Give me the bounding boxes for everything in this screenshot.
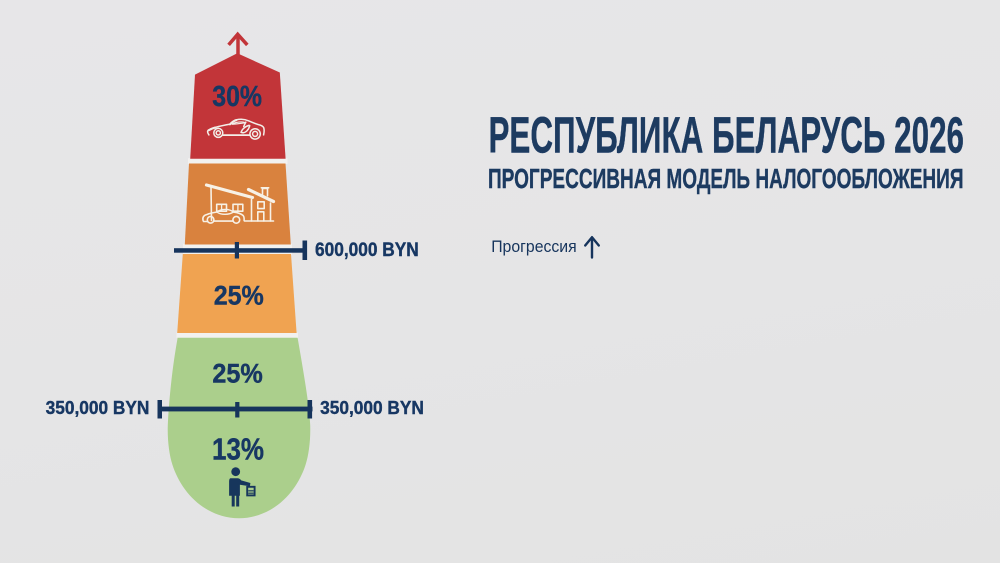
svg-text:13%: 13%	[212, 431, 264, 466]
svg-text:350,000 BYN: 350,000 BYN	[46, 397, 150, 418]
svg-text:Прогрессия: Прогрессия	[491, 237, 577, 256]
svg-text:600,000 BYN: 600,000 BYN	[315, 240, 419, 261]
svg-text:25%: 25%	[212, 359, 263, 389]
svg-text:30%: 30%	[212, 80, 262, 112]
svg-text:25%: 25%	[214, 280, 264, 311]
svg-text:РЕСПУБЛИКА БЕЛАРУСЬ 2026: РЕСПУБЛИКА БЕЛАРУСЬ 2026	[489, 107, 965, 164]
svg-text:ПРОГРЕССИВНАЯ МОДЕЛЬ НАЛОГООБЛ: ПРОГРЕССИВНАЯ МОДЕЛЬ НАЛОГООБЛОЖЕНИЯ	[488, 163, 964, 194]
svg-text:350,000 BYN: 350,000 BYN	[320, 397, 424, 418]
